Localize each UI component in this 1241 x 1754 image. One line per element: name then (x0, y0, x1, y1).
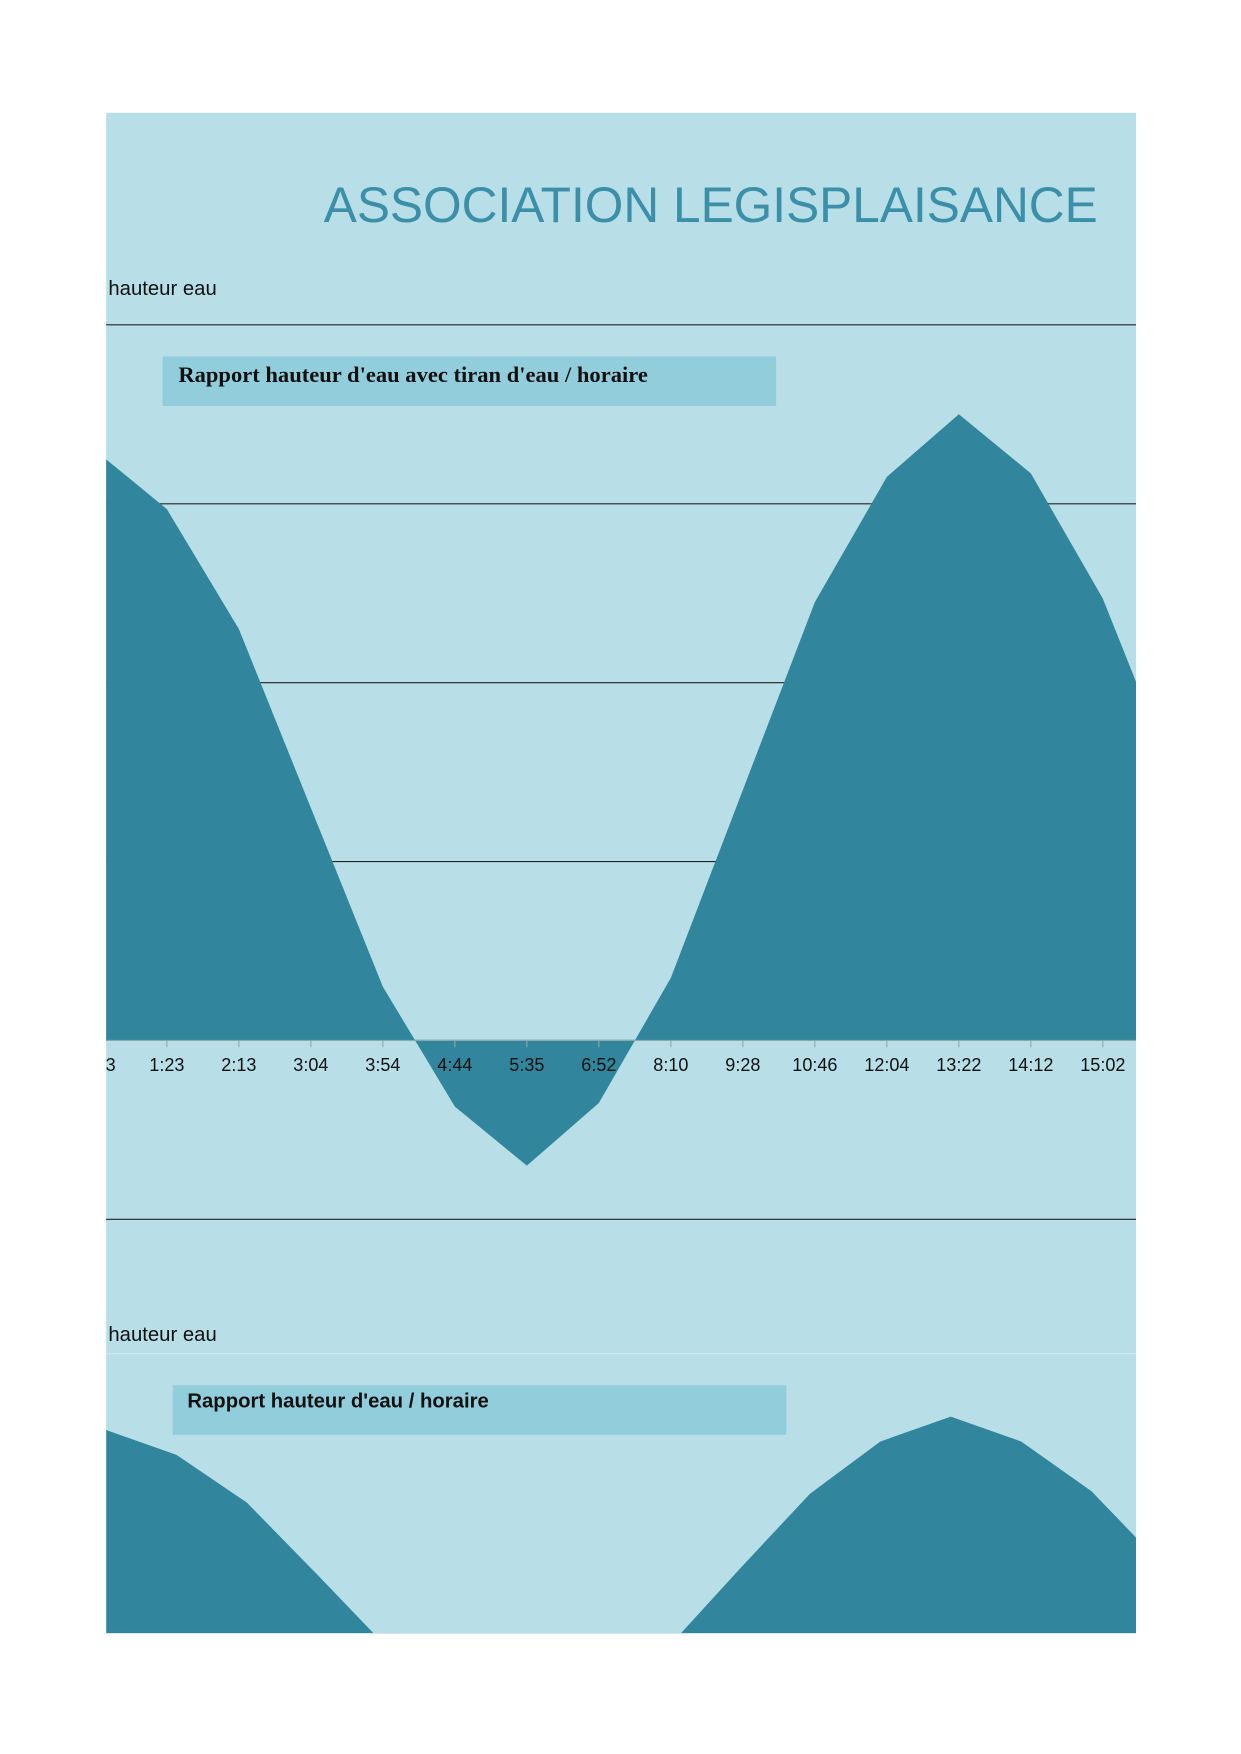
x-tick-label: 9:28 (725, 1055, 760, 1075)
x-tick-label: 12:04 (864, 1055, 909, 1075)
x-tick-label: 10:46 (792, 1055, 837, 1075)
chart-title-box (172, 1385, 787, 1435)
charts: 3 1:23 2:13 3:04 3:54 4:44 5:35 6:52 8:10 9:28 10:… (106, 324, 1136, 1634)
x-tick-label: 8:10 (653, 1055, 688, 1075)
x-tick-label: 2:13 (221, 1055, 256, 1075)
chart: 3 1:23 2:13 3:04 3:54 4:44 5:35 6:52 8:10 9:28 10:… (106, 324, 1136, 1220)
x-tick-label: 6:52 (581, 1055, 616, 1075)
x-tick-label: 3:54 (365, 1055, 400, 1075)
x-tick-label: 1:23 (149, 1055, 184, 1075)
x-tick-label: 13:22 (936, 1055, 981, 1075)
chart-title-box (162, 356, 777, 407)
x-tick-label: 15:02 (1080, 1055, 1125, 1075)
page-title: ASSOCIATION LEGISPLAISANCE (324, 177, 1098, 233)
cell-label: hauteur eau (108, 278, 216, 300)
chart-title: Rapport hauteur d'eau / horaire (187, 1390, 488, 1412)
chart-title: Rapport hauteur d'eau avec tiran d'eau /… (178, 362, 648, 387)
x-tick-label: 14:12 (1008, 1055, 1053, 1075)
x-tick-label: 5:35 (509, 1055, 544, 1075)
area (106, 414, 1136, 1166)
cell-label: hauteur eau (108, 1324, 216, 1346)
x-tick-label: 3 (106, 1055, 116, 1075)
x-tick-label: 4:44 (437, 1055, 472, 1075)
chart: Rapport hauteur d'eau / horaire (106, 1385, 1136, 1634)
x-tick-label: 3:04 (293, 1055, 328, 1075)
area (106, 1416, 1136, 1634)
